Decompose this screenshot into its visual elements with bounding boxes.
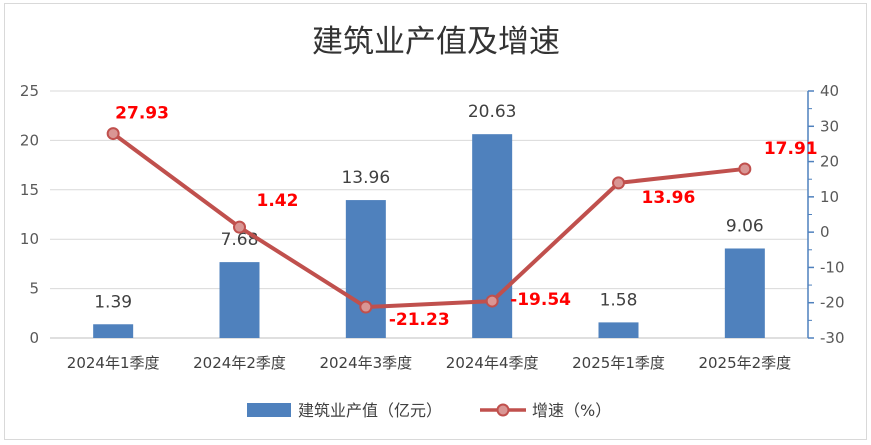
chart-title: 建筑业产值及增速 [312, 24, 560, 60]
right-axis: -30 -20 -10 0 10 20 30 40 [807, 82, 845, 347]
right-tick-label: 10 [820, 188, 839, 206]
x-category-label: 2024年1季度 [67, 354, 160, 372]
line-marker [738, 162, 752, 176]
line-data-label: 1.42 [257, 191, 299, 211]
left-tick-label: 10 [20, 230, 39, 248]
gridlines [50, 90, 808, 339]
chart-frame [4, 3, 867, 440]
bar [598, 322, 639, 338]
right-tick-label: 0 [820, 223, 830, 241]
right-tick-label: 20 [820, 153, 839, 171]
x-axis-categories: 2024年1季度 2024年2季度 2024年3季度 2024年4季度 2025年1季度… [67, 354, 791, 372]
right-tick-label: -30 [820, 329, 845, 347]
line-marker [233, 220, 246, 234]
left-tick-label: 15 [20, 181, 39, 199]
line-data-label: -21.23 [389, 310, 450, 330]
line-data-label: 13.96 [642, 188, 696, 208]
line-marker [485, 294, 499, 308]
left-axis: 0 5 10 15 20 25 [20, 82, 39, 347]
bar-data-label: 1.39 [94, 292, 132, 312]
left-tick-label: 5 [29, 280, 39, 298]
legend-line-marker [496, 403, 510, 417]
line-data-label: -19.54 [510, 290, 571, 310]
growth-line [111, 131, 746, 310]
x-category-label: 2025年1季度 [572, 354, 665, 372]
bar-data-label: 13.96 [341, 168, 390, 188]
x-category-label: 2024年4季度 [446, 354, 539, 372]
right-tick-label: 30 [820, 117, 839, 135]
legend-bar-swatch [247, 403, 291, 417]
bar-data-label: 9.06 [726, 216, 764, 236]
bar [724, 248, 765, 338]
right-tick-label: -10 [820, 258, 845, 276]
line-data-label: 17.91 [764, 139, 818, 159]
bar [93, 324, 134, 338]
legend-bar-label: 建筑业产值（亿元） [298, 401, 442, 420]
line-data-label: 27.93 [115, 104, 169, 124]
bar-data-label: 20.63 [468, 102, 517, 122]
left-tick-label: 0 [29, 329, 39, 347]
legend: 建筑业产值（亿元） 增速（%） [247, 401, 611, 420]
legend-line-label: 增速（%） [532, 401, 611, 420]
x-category-label: 2025年2季度 [698, 354, 791, 372]
x-category-label: 2024年3季度 [319, 354, 412, 372]
right-tick-label: 40 [820, 82, 839, 100]
bar [219, 262, 260, 338]
line-marker [359, 300, 373, 314]
bar-data-label: 1.58 [600, 290, 638, 310]
line-series: 27.93 1.42 -21.23 -19.54 13.96 17.91 [106, 104, 818, 330]
left-tick-label: 20 [20, 131, 39, 149]
right-tick-label: -20 [820, 294, 845, 312]
bar [345, 200, 386, 338]
line-marker [106, 127, 120, 141]
left-tick-label: 25 [20, 82, 39, 100]
x-category-label: 2024年2季度 [193, 354, 286, 372]
line-marker [612, 176, 625, 190]
